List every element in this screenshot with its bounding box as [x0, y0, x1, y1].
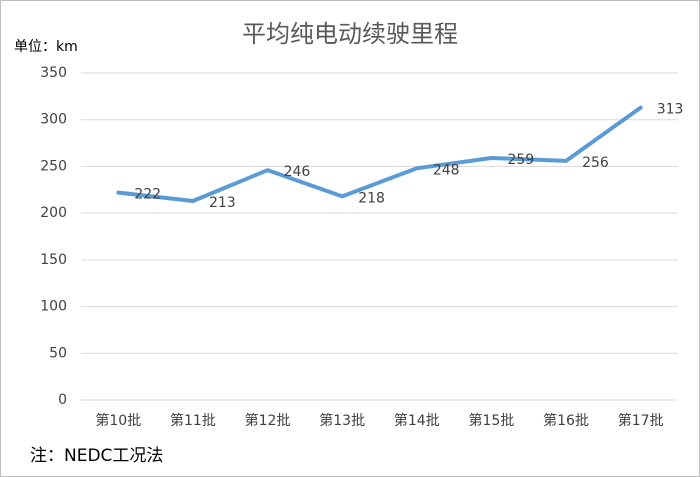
x-tick-label: 第13批 — [319, 412, 365, 429]
x-tick-label: 第10批 — [95, 412, 141, 429]
y-tick-label: 350 — [40, 65, 67, 81]
x-tick-label: 第15批 — [469, 412, 515, 429]
line — [116, 105, 643, 203]
data-label: 213 — [209, 195, 236, 211]
y-tick-label: 100 — [40, 299, 67, 315]
x-tick-label: 第11批 — [170, 412, 216, 429]
x-tick-label: 第14批 — [394, 412, 440, 429]
chart-title: 平均纯电动续驶里程 — [242, 20, 458, 48]
data-label: 218 — [358, 190, 385, 206]
unit-label: 单位：km — [14, 39, 78, 55]
y-tick-label: 300 — [40, 112, 67, 128]
note: 注：NEDC工况法 — [30, 446, 163, 466]
y-tick-label: 50 — [49, 345, 67, 361]
y-tick-label: 200 — [40, 205, 67, 221]
data-label: 256 — [582, 155, 609, 171]
data-label: 259 — [507, 152, 534, 168]
x-tick-label: 第16批 — [543, 412, 589, 429]
data-label: 313 — [657, 102, 684, 118]
data-label: 246 — [284, 164, 311, 180]
data-label: 248 — [433, 162, 460, 178]
y-tick-label: 150 — [40, 252, 67, 268]
x-tick-label: 第12批 — [245, 412, 291, 429]
y-tick-label: 0 — [58, 392, 67, 408]
data-label: 222 — [134, 187, 161, 203]
y-tick-label: 250 — [40, 158, 67, 174]
x-tick-label: 第17批 — [618, 412, 664, 429]
